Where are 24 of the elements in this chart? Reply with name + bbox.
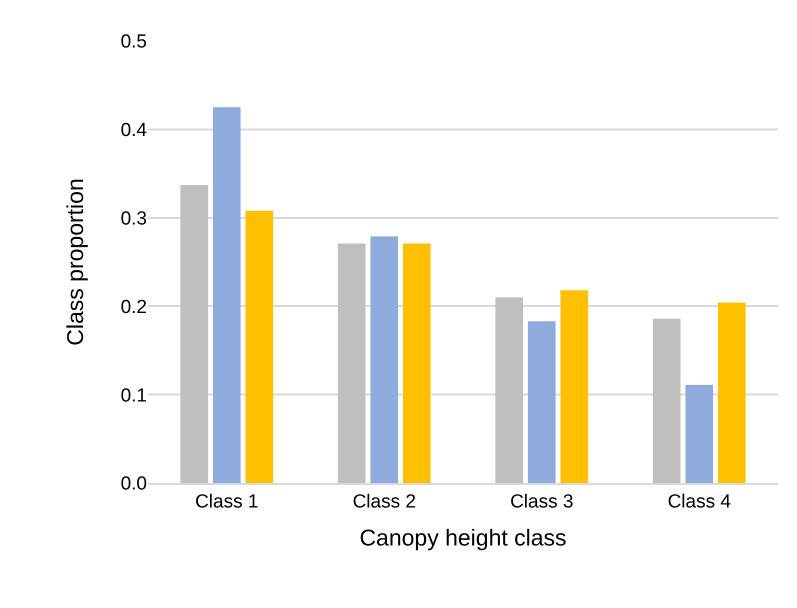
bar <box>560 290 588 483</box>
y-tick-label: 0.5 <box>120 32 147 53</box>
bar <box>652 318 681 483</box>
bar <box>338 243 366 483</box>
x-tick-label: Class 1 <box>195 492 258 513</box>
y-tick-label: 0.2 <box>120 296 147 318</box>
bar <box>245 210 274 483</box>
bar <box>685 384 714 483</box>
bar <box>370 236 398 483</box>
bar <box>180 185 208 483</box>
x-tick-label: Class 2 <box>352 492 416 513</box>
y-tick-label: 0.4 <box>120 120 148 142</box>
y-axis-title: Class proportion <box>62 178 88 346</box>
y-tick-label: 0.1 <box>120 385 147 406</box>
bar <box>212 107 241 483</box>
x-tick-label: Class 3 <box>510 492 574 513</box>
bar <box>528 321 556 483</box>
y-tick-label: 0.3 <box>120 208 147 230</box>
x-axis-title: Canopy height class <box>359 524 567 551</box>
bar <box>495 297 524 483</box>
y-tick-label: 0.0 <box>120 474 147 495</box>
x-tick-label: Class 4 <box>668 492 732 513</box>
bar <box>718 302 746 483</box>
bar <box>402 243 431 483</box>
